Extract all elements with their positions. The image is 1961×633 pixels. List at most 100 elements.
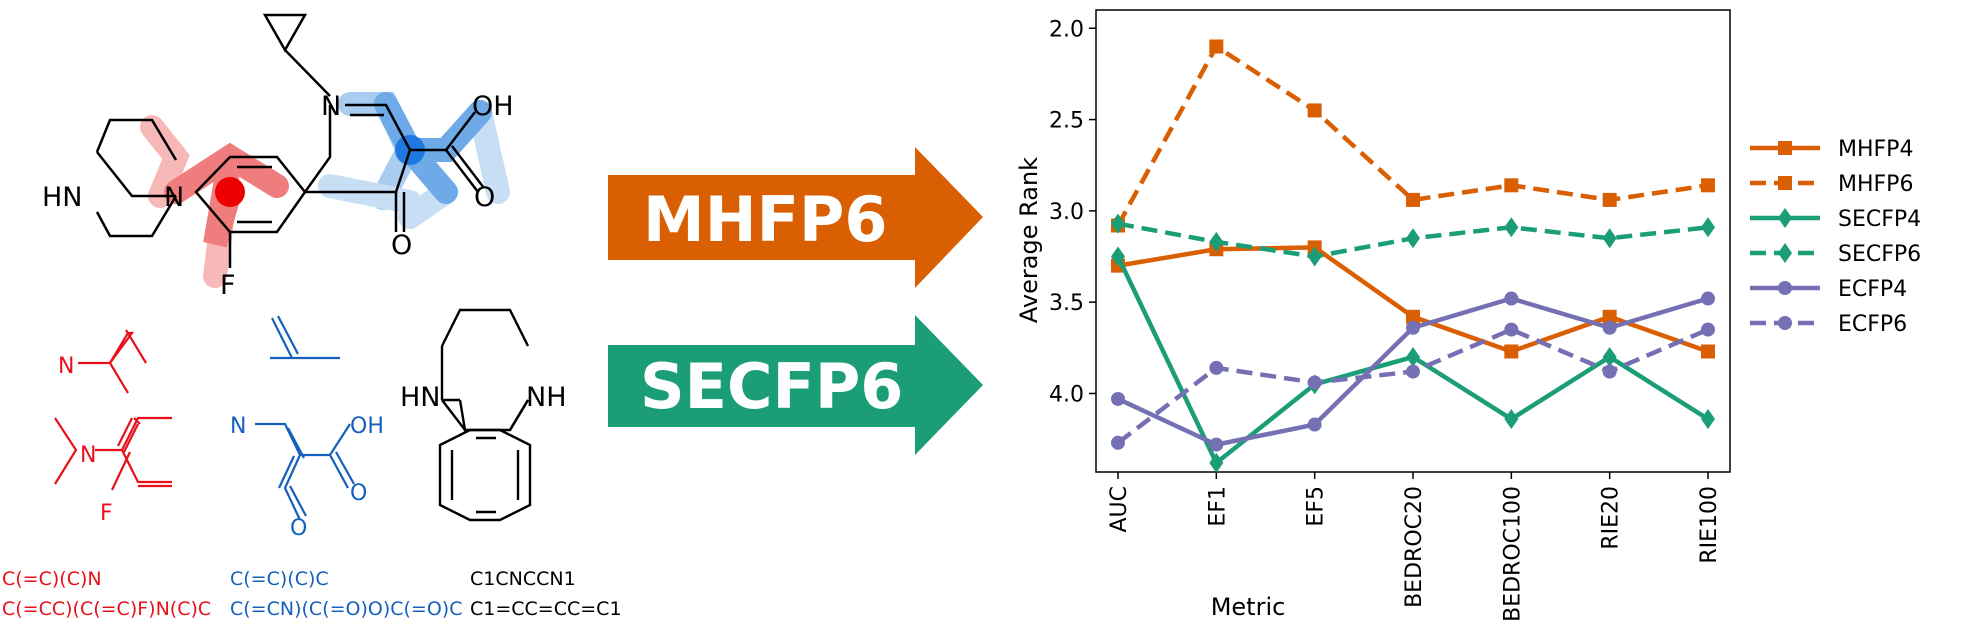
secfp6-point <box>1602 228 1617 249</box>
secfp6-point <box>1406 228 1420 249</box>
x-tick-label: RIE100 <box>1697 486 1722 564</box>
average-rank-line-chart: 2.0 2.5 3.0 3.5 4.0 AUC EF1 EF5 BEDROC20 BEDROC1… <box>1015 9 1921 622</box>
x-axis-title: Metric <box>1211 593 1286 621</box>
ecfp4-point <box>1504 291 1519 306</box>
mhfp6-arrow: MHFP6 <box>608 147 983 288</box>
secfp6-point <box>1209 231 1224 252</box>
y-tick-label: 3.0 <box>1049 200 1084 225</box>
atom-f: F <box>220 270 236 301</box>
atom-oh: OH <box>472 91 514 122</box>
mhfp4-point <box>1701 344 1715 359</box>
smiles-red-2: C(=CC)(C(=C)F)N(C)C <box>2 598 211 620</box>
y-axis-ticks: 2.0 2.5 3.0 3.5 4.0 <box>1049 17 1096 407</box>
legend-marker-secfp4 <box>1778 208 1792 228</box>
secfp4-point <box>1209 452 1224 473</box>
y-tick-label: 2.5 <box>1049 109 1084 134</box>
ciprofloxacin-structure: HN N N OH O O F <box>42 13 514 301</box>
ecfp4-point <box>1602 320 1617 335</box>
mhfp6-point <box>1504 178 1519 193</box>
series-mhfp6 <box>1111 39 1715 233</box>
secfp4-point <box>1111 246 1125 267</box>
skeleton-bonds <box>95 13 485 268</box>
atom-o-acid: O <box>474 182 495 213</box>
secfp6-point <box>1701 217 1715 238</box>
secfp4-point <box>1701 409 1715 430</box>
secfp6-arrow-label: SECFP6 <box>640 350 903 423</box>
blue-frag-o2: O <box>290 516 307 541</box>
ecfp6-point <box>1406 364 1420 379</box>
smiles-blue-2: C(=CN)(C(=O)O)C(=O)C <box>230 598 462 620</box>
y-tick-label: 2.0 <box>1049 17 1084 42</box>
ecfp4-point <box>1701 291 1715 306</box>
y-tick-label: 4.0 <box>1049 382 1084 407</box>
red-frag-n2: N <box>80 443 96 468</box>
secfp6-arrow-shape <box>608 315 983 455</box>
mhfp4-line <box>1117 245 1709 354</box>
mhfp4-point <box>1406 309 1420 324</box>
ecfp6-point <box>1111 435 1125 450</box>
red-frag-f: F <box>100 501 113 526</box>
ecfp4-point <box>1406 320 1420 335</box>
smiles-red-1: C(=C)(C)N <box>2 568 102 590</box>
ecfp6-line <box>1116 327 1709 445</box>
secfp6-point <box>1111 213 1125 234</box>
secfp4-point <box>1504 409 1519 430</box>
legend: MHFP4 MHFP6 SECFP4 SECFP6 ECFP4 ECFP6 <box>1750 137 1921 337</box>
series-layer <box>1111 39 1715 473</box>
mhfp6-point <box>1406 192 1420 207</box>
blue-frag-o1: O <box>350 481 367 506</box>
mhfp4-point <box>1504 344 1519 359</box>
black-frag-hn: HN <box>400 382 441 413</box>
atom-labels: HN N N OH O O F <box>42 91 514 301</box>
mhfp6-point <box>1209 39 1224 54</box>
mhfp6-arrow-label: MHFP6 <box>643 183 888 256</box>
atom-o-keto: O <box>391 230 412 261</box>
secfp4-point <box>1406 346 1420 367</box>
blue-fragments: N OH O O <box>230 315 384 541</box>
legend-label-secfp6: SECFP6 <box>1838 242 1921 267</box>
atom-n-piperazine: N <box>164 182 184 213</box>
smiles-blue-1: C(=C)(C)C <box>230 568 329 590</box>
legend-label-ecfp4: ECFP4 <box>1838 277 1907 302</box>
mhfp6-point <box>1701 178 1715 193</box>
red-fragments: N N F <box>54 329 172 526</box>
legend-marker-secfp6 <box>1778 243 1792 263</box>
x-tick-label: EF1 <box>1205 486 1230 527</box>
ecfp6-point <box>1701 322 1715 337</box>
secfp6-arrow: SECFP6 <box>608 315 983 455</box>
y-tick-label: 3.5 <box>1049 291 1084 316</box>
legend-marker-mhfp6 <box>1778 176 1792 190</box>
secfp4-point <box>1602 346 1617 367</box>
ecfp4-point <box>1209 437 1224 452</box>
legend-label-ecfp6: ECFP6 <box>1838 312 1907 337</box>
ecfp4-point <box>1111 391 1125 406</box>
legend-label-mhfp4: MHFP4 <box>1838 137 1913 162</box>
smiles-strings: C(=C)(C)N C(=CC)(C(=C)F)N(C)C C(=C)(C)C … <box>2 568 622 620</box>
x-tick-label: BEDROC20 <box>1402 486 1427 608</box>
series-ecfp6 <box>1111 322 1715 450</box>
mhfp6-arrow-shape <box>608 147 983 288</box>
x-tick-label: EF5 <box>1304 486 1329 527</box>
red-frag-n: N <box>58 354 74 379</box>
legend-marker-ecfp4 <box>1778 281 1792 295</box>
legend-label-mhfp6: MHFP6 <box>1838 172 1913 197</box>
ecfp6-point <box>1209 360 1224 375</box>
secfp6-point <box>1307 246 1322 267</box>
legend-label-secfp4: SECFP4 <box>1838 207 1921 232</box>
blue-frag-oh: OH <box>350 414 384 439</box>
smiles-black-1: C1CNCCN1 <box>470 568 576 590</box>
x-tick-label: RIE20 <box>1599 486 1624 550</box>
secfp6-point <box>1504 217 1519 238</box>
legend-marker-ecfp6 <box>1778 316 1792 330</box>
series-secfp6 <box>1111 213 1715 267</box>
x-tick-label: AUC <box>1107 486 1132 533</box>
smiles-black-2: C1=CC=CC=C1 <box>470 598 622 620</box>
x-axis-ticks: AUC EF1 EF5 BEDROC20 BEDROC100 RIE20 RIE100 <box>1107 472 1722 622</box>
blue-frag-n: N <box>230 414 246 439</box>
atom-n-ring: N <box>321 91 341 122</box>
series-mhfp4 <box>1111 240 1715 359</box>
series-ecfp4 <box>1111 291 1715 452</box>
atom-hn: HN <box>42 182 83 213</box>
mhfp6-point <box>1602 192 1617 207</box>
